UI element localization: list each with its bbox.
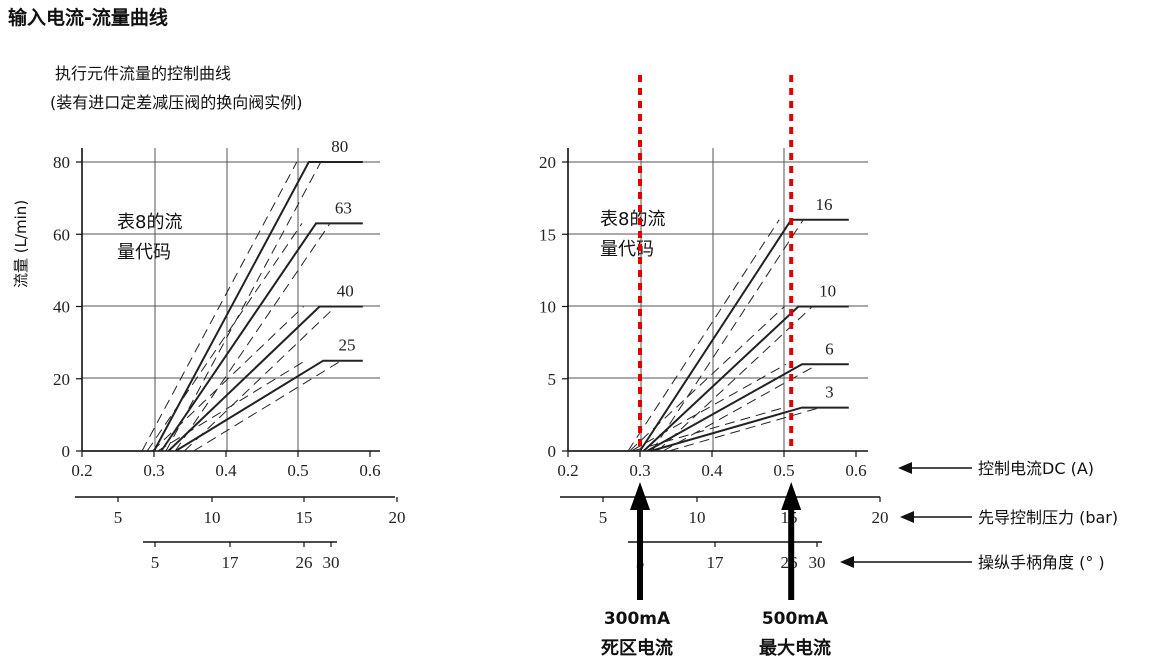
axis-label-control-current: 控制电流DC (A) bbox=[978, 459, 1094, 478]
left-inner-label-line1: 表8的流 bbox=[117, 212, 182, 233]
right-series-label: 16 bbox=[816, 195, 833, 214]
left-x-tick-label: 0.6 bbox=[359, 461, 380, 480]
left-y-tick-label: 0 bbox=[62, 442, 71, 461]
right-y-tick-label: 10 bbox=[539, 298, 556, 317]
left-series-band-upper bbox=[152, 306, 304, 452]
left-series-band-lower bbox=[174, 223, 331, 452]
right-inner-label-line2: 量代码 bbox=[600, 239, 654, 260]
page-title: 输入电流-流量曲线 bbox=[8, 6, 168, 29]
left-chart-title-line2: (装有进口定差减压阀的换向阀实例) bbox=[50, 93, 303, 112]
left-pressure-tick-label: 5 bbox=[114, 508, 123, 527]
left-series-line bbox=[167, 305, 363, 452]
right-series-label: 3 bbox=[825, 383, 834, 402]
right-series-label: 6 bbox=[825, 339, 834, 358]
left-y-tick-label: 60 bbox=[53, 225, 70, 244]
axis-label-handle-angle: 操纵手柄角度 (° ) bbox=[978, 553, 1105, 572]
left-series-label: 63 bbox=[335, 198, 352, 217]
right-series-line bbox=[639, 218, 849, 452]
arrow-head-pressure bbox=[900, 511, 914, 523]
left-x-tick-label: 0.2 bbox=[71, 461, 92, 480]
left-x-tick-label: 0.3 bbox=[143, 461, 164, 480]
left-y-axis-label: 流量 (L/min) bbox=[12, 200, 30, 288]
arrow-head-current bbox=[898, 462, 912, 474]
right-x-tick-label: 0.6 bbox=[845, 461, 866, 480]
max-current-value: 500mA bbox=[762, 609, 829, 629]
left-angle-tick-label: 17 bbox=[222, 553, 240, 572]
left-chart: 0 20 40 60 80 0.2 0.3 0.4 0.5 0.6 5 10 15 20 5 17 26 30 80… bbox=[53, 137, 406, 572]
right-series-line bbox=[646, 363, 849, 452]
right-series-band-lower bbox=[662, 363, 819, 452]
right-inner-label-line1: 表8的流 bbox=[600, 209, 665, 230]
right-series-band-upper bbox=[629, 306, 785, 452]
dead-current-text: 死区电流 bbox=[601, 637, 673, 659]
right-pressure-tick-label: 10 bbox=[689, 508, 706, 527]
left-chart-title-line1: 执行元件流量的控制曲线 bbox=[55, 64, 231, 83]
left-angle-tick-label: 26 bbox=[296, 553, 313, 572]
axis-label-pilot-pressure: 先导控制压力 (bar) bbox=[978, 508, 1118, 527]
right-series-band-lower bbox=[668, 407, 821, 452]
left-pressure-tick-label: 15 bbox=[296, 508, 313, 527]
right-series-band-lower bbox=[657, 306, 813, 452]
left-series-band-upper bbox=[146, 223, 303, 452]
left-pressure-tick-label: 20 bbox=[389, 508, 406, 527]
left-y-tick-label: 20 bbox=[53, 370, 70, 389]
left-series-label: 40 bbox=[337, 282, 354, 301]
right-x-tick-label: 0.5 bbox=[773, 461, 794, 480]
right-x-tick-label: 0.2 bbox=[557, 461, 578, 480]
left-series-line bbox=[153, 161, 363, 452]
right-y-tick-label: 15 bbox=[539, 225, 556, 244]
right-angle-tick-label: 17 bbox=[707, 553, 725, 572]
left-series-band-lower bbox=[165, 161, 322, 452]
max-current-text: 最大电流 bbox=[759, 637, 831, 659]
marker-arrow-head-300mA bbox=[630, 482, 650, 510]
marker-arrow-head-500mA bbox=[781, 482, 802, 510]
left-angle-tick-label: 5 bbox=[151, 553, 160, 572]
right-series-line bbox=[642, 305, 849, 452]
left-angle-tick-label: 30 bbox=[323, 553, 340, 572]
right-series-label: 10 bbox=[819, 282, 836, 301]
right-y-tick-label: 0 bbox=[548, 442, 557, 461]
right-x-tick-label: 0.4 bbox=[701, 461, 723, 480]
right-x-tick-label: 0.3 bbox=[629, 461, 650, 480]
left-series-line bbox=[175, 359, 363, 452]
dead-current-value: 300mA bbox=[604, 609, 671, 629]
left-series-band-upper bbox=[141, 161, 298, 452]
right-y-tick-label: 20 bbox=[539, 153, 556, 172]
left-x-tick-label: 0.4 bbox=[215, 461, 237, 480]
left-series-band-lower bbox=[184, 306, 336, 452]
right-series-band-upper bbox=[627, 219, 780, 452]
left-series-label: 80 bbox=[331, 137, 348, 156]
left-series-label: 25 bbox=[339, 336, 356, 355]
left-y-tick-label: 80 bbox=[53, 153, 70, 172]
right-series-band-upper bbox=[630, 363, 787, 452]
left-y-tick-label: 40 bbox=[53, 298, 70, 317]
right-series-band-lower bbox=[651, 219, 804, 452]
left-series-band-lower bbox=[193, 360, 342, 452]
right-series-line bbox=[650, 406, 849, 452]
left-inner-label-line2: 量代码 bbox=[117, 242, 171, 263]
left-pressure-tick-label: 10 bbox=[204, 508, 221, 527]
right-pressure-tick-label: 5 bbox=[599, 508, 608, 527]
left-series-line bbox=[160, 222, 363, 452]
arrow-head-angle bbox=[840, 556, 854, 568]
right-series-band-upper bbox=[632, 407, 785, 452]
axis-legend: 控制电流DC (A) 先导控制压力 (bar) 操纵手柄角度 (° ) bbox=[840, 459, 1118, 572]
left-x-tick-label: 0.5 bbox=[287, 461, 308, 480]
right-pressure-tick-label: 20 bbox=[872, 508, 889, 527]
right-chart: 051015200.20.30.40.50.651015205172630161… bbox=[539, 75, 889, 600]
right-y-tick-label: 5 bbox=[548, 370, 557, 389]
left-series-band-upper bbox=[157, 360, 306, 452]
right-angle-tick-label: 30 bbox=[809, 553, 826, 572]
